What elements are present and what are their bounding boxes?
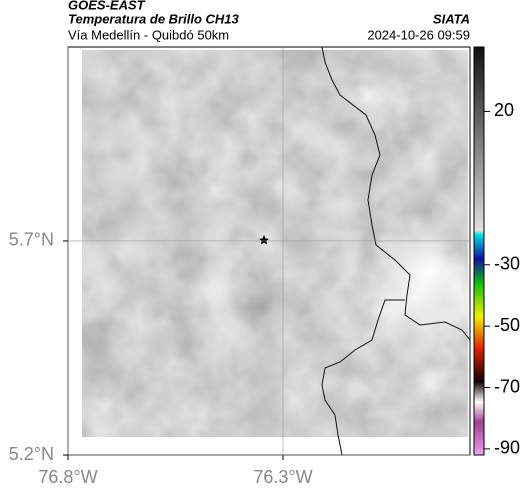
- x-tick-label: 76.3°W: [253, 467, 312, 487]
- map-image: [82, 47, 470, 455]
- product: Temperatura de Brillo CH13: [68, 11, 240, 26]
- x-tick-label: 76.8°W: [38, 467, 97, 487]
- colorbar-tick-label: -90: [494, 438, 520, 458]
- colorbar-tick-label: -50: [494, 315, 520, 335]
- y-tick-label: 5.2°N: [9, 444, 54, 464]
- colorbar: [473, 46, 485, 456]
- y-tick-label: 5.7°N: [9, 230, 54, 250]
- colorbar-tick-label: -70: [494, 376, 520, 396]
- agency: SIATA: [433, 11, 470, 26]
- datetime: 2024-10-26 09:59: [367, 27, 470, 42]
- location-marker: [259, 235, 269, 245]
- colorbar-tick-label: 20: [494, 100, 514, 120]
- source: GOES-EAST: [68, 0, 146, 12]
- border: [321, 299, 405, 455]
- region: Vía Medellín - Quibdó 50km: [68, 27, 229, 42]
- border: [321, 47, 470, 341]
- bright-area: [405, 245, 455, 295]
- colorbar-tick-label: -30: [494, 254, 520, 274]
